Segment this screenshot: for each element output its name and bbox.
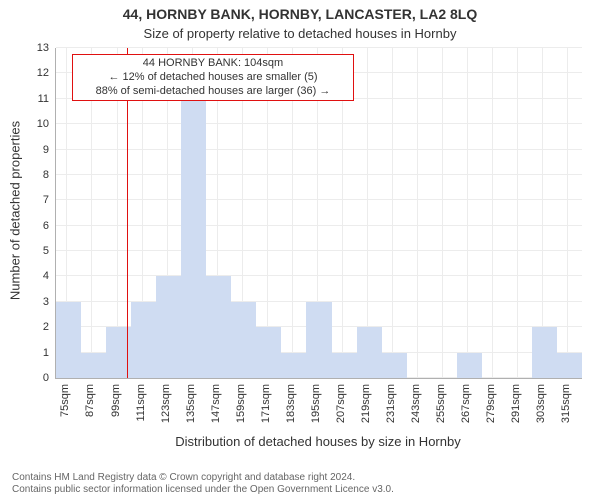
chart-root: 44, HORNBY BANK, HORNBY, LANCASTER, LA2 …	[0, 0, 600, 500]
y-tick-label: 6	[27, 220, 49, 232]
x-tick-label: 99sqm	[110, 384, 122, 417]
gridline-h	[56, 250, 582, 251]
gridline-h	[56, 123, 582, 124]
histogram-bar	[532, 327, 557, 378]
y-tick-label: 11	[27, 93, 49, 105]
x-tick-label: 111sqm	[135, 384, 147, 422]
x-tick-label: 159sqm	[235, 384, 247, 423]
gridline-v	[417, 48, 418, 378]
gridline-h	[56, 47, 582, 48]
gridline-h	[56, 275, 582, 276]
y-tick-label: 8	[27, 169, 49, 181]
histogram-bar	[357, 327, 382, 378]
histogram-bar	[382, 353, 407, 378]
histogram-bar	[332, 353, 357, 378]
histogram-bar	[457, 353, 482, 378]
gridline-v	[567, 48, 568, 378]
gridline-h	[56, 174, 582, 175]
gridline-v	[442, 48, 443, 378]
x-tick-label: 195sqm	[310, 384, 322, 423]
histogram-bar	[231, 302, 256, 378]
gridline-h	[56, 149, 582, 150]
histogram-bar	[131, 302, 156, 378]
histogram-bar	[557, 353, 582, 378]
y-tick-label: 10	[27, 118, 49, 130]
x-tick-label: 171sqm	[260, 384, 272, 423]
y-tick-label: 4	[27, 270, 49, 282]
gridline-v	[517, 48, 518, 378]
annotation-box: 44 HORNBY BANK: 104sqm ← 12% of detached…	[72, 54, 354, 101]
x-tick-label: 231sqm	[385, 384, 397, 423]
x-tick-label: 183sqm	[285, 384, 297, 423]
histogram-bar	[256, 327, 281, 378]
footer-line1: Contains HM Land Registry data © Crown c…	[12, 472, 394, 484]
x-tick-label: 87sqm	[84, 384, 96, 417]
y-tick-label: 7	[27, 194, 49, 206]
y-tick-label: 1	[27, 347, 49, 359]
annotation-line1: 44 HORNBY BANK: 104sqm	[79, 57, 347, 71]
y-tick-label: 9	[27, 144, 49, 156]
x-tick-label: 279sqm	[485, 384, 497, 423]
y-tick-label: 0	[27, 372, 49, 384]
y-tick-label: 13	[27, 42, 49, 54]
chart-title: 44, HORNBY BANK, HORNBY, LANCASTER, LA2 …	[0, 6, 600, 22]
x-tick-label: 255sqm	[435, 384, 447, 423]
annotation-line3: 88% of semi-detached houses are larger (…	[79, 85, 347, 99]
footer: Contains HM Land Registry data © Crown c…	[12, 472, 394, 496]
gridline-h	[56, 225, 582, 226]
x-tick-label: 291sqm	[510, 384, 522, 423]
x-tick-label: 267sqm	[460, 384, 472, 423]
histogram-bar	[281, 353, 306, 378]
histogram-bar	[156, 276, 181, 378]
y-tick-label: 12	[27, 67, 49, 79]
x-tick-label: 135sqm	[185, 384, 197, 423]
x-tick-label: 75sqm	[59, 384, 71, 417]
x-tick-label: 243sqm	[410, 384, 422, 423]
x-tick-label: 147sqm	[210, 384, 222, 423]
histogram-bar	[181, 73, 206, 378]
histogram-bar	[81, 353, 106, 378]
x-axis-label: Distribution of detached houses by size …	[55, 434, 581, 449]
histogram-bar	[56, 302, 81, 378]
x-tick-label: 219sqm	[360, 384, 372, 423]
x-tick-label: 315sqm	[560, 384, 572, 423]
y-tick-label: 3	[27, 296, 49, 308]
chart-subtitle: Size of property relative to detached ho…	[0, 26, 600, 41]
gridline-v	[467, 48, 468, 378]
x-tick-label: 303sqm	[535, 384, 547, 423]
histogram-bar	[206, 276, 231, 378]
histogram-bar	[306, 302, 331, 378]
y-tick-label: 5	[27, 245, 49, 257]
gridline-v	[492, 48, 493, 378]
y-axis-label: Number of detached properties	[8, 46, 23, 376]
y-tick-label: 2	[27, 321, 49, 333]
annotation-line2: ← 12% of detached houses are smaller (5)	[79, 71, 347, 85]
gridline-v	[392, 48, 393, 378]
x-tick-label: 207sqm	[335, 384, 347, 423]
x-tick-label: 123sqm	[160, 384, 172, 423]
gridline-h	[56, 199, 582, 200]
footer-line2: Contains public sector information licen…	[12, 484, 394, 496]
